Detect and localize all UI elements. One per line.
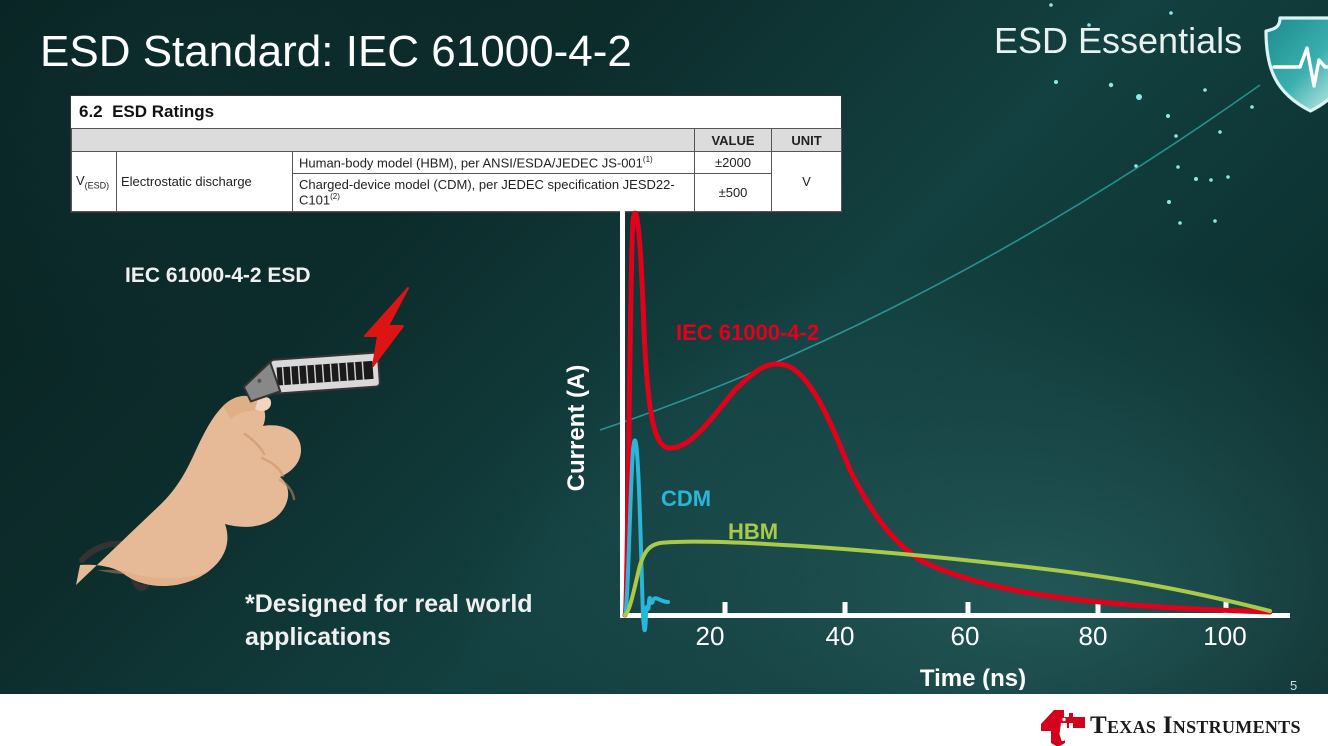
svg-text:Current (A): Current (A) — [563, 365, 590, 492]
svg-text:40: 40 — [826, 621, 855, 651]
svg-text:HBM: HBM — [728, 519, 778, 544]
svg-text:Time (ns): Time (ns) — [920, 665, 1026, 690]
svg-text:CDM: CDM — [661, 486, 711, 511]
svg-text:60: 60 — [951, 621, 980, 651]
svg-text:20: 20 — [696, 621, 725, 651]
svg-text:IEC 61000-4-2: IEC 61000-4-2 — [676, 320, 819, 345]
svg-text:100: 100 — [1203, 621, 1246, 651]
svg-text:80: 80 — [1079, 621, 1108, 651]
